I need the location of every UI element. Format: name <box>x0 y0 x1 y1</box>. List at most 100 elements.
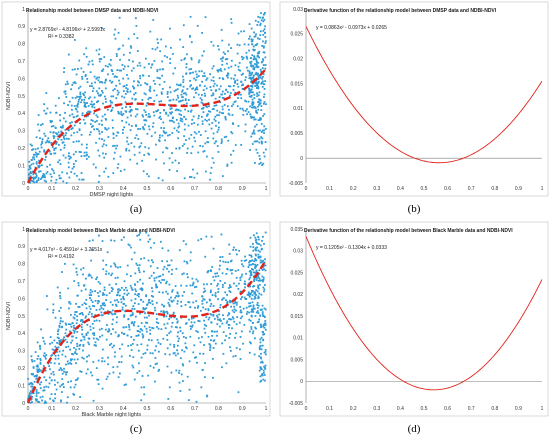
scatter-point-a-1066 <box>73 39 76 41</box>
scatter-point-a-1340 <box>188 137 191 140</box>
scatter-point-a-743 <box>83 94 85 96</box>
x-tick-label-a-9: 0.9 <box>239 186 246 192</box>
scatter-point-c-859 <box>203 283 205 286</box>
scatter-point-a-521 <box>261 164 263 166</box>
scatter-point-c-1066 <box>97 281 100 283</box>
scatter-point-a-1280 <box>116 76 118 78</box>
scatter-point-a-1242 <box>203 92 206 95</box>
scatter-point-a-1486 <box>262 82 265 85</box>
scatter-point-c-777 <box>256 307 259 309</box>
y-tick-label-a-8: 0.8 <box>18 42 25 48</box>
scatter-point-a-977 <box>180 93 183 96</box>
x-tick-label-b-1: 0.1 <box>326 186 333 192</box>
scatter-point-a-1102 <box>153 114 156 117</box>
scatter-point-a-189 <box>158 116 161 119</box>
scatter-point-c-229 <box>102 304 104 306</box>
scatter-point-c-1427 <box>113 299 116 302</box>
scatter-point-c-810 <box>164 353 167 356</box>
scatter-point-c-937 <box>90 294 93 296</box>
scatter-point-c-417 <box>98 319 101 322</box>
scatter-point-c-1232 <box>255 311 258 314</box>
scatter-point-a-569 <box>125 106 127 108</box>
scatter-point-a-806 <box>122 53 125 56</box>
scatter-point-c-605 <box>163 312 166 314</box>
scatter-point-c-914 <box>254 292 257 295</box>
scatter-point-a-1162 <box>56 135 59 138</box>
scatter-point-a-220 <box>263 125 266 128</box>
scatter-point-c-569 <box>64 322 67 325</box>
scatter-point-a-1419 <box>178 162 180 164</box>
scatter-point-a-407 <box>253 35 256 38</box>
scatter-point-a-458 <box>101 91 104 94</box>
scatter-point-c-1290 <box>178 337 180 340</box>
scatter-point-c-629 <box>255 327 257 330</box>
scatter-point-a-986 <box>29 166 31 168</box>
scatter-point-a-845 <box>198 130 200 133</box>
scatter-point-a-1122 <box>217 70 220 73</box>
scatter-point-a-603 <box>262 73 265 76</box>
scatter-point-c-166 <box>101 334 104 337</box>
scatter-point-a-560 <box>113 144 116 147</box>
scatter-point-a-444 <box>249 62 252 65</box>
scatter-point-c-971 <box>254 236 257 239</box>
scatter-point-a-1384 <box>68 152 70 155</box>
scatter-point-a-1309 <box>236 83 239 85</box>
scatter-point-c-1006 <box>52 373 55 376</box>
scatter-point-a-611 <box>253 48 256 51</box>
scatter-point-a-492 <box>85 55 88 58</box>
scatter-point-a-751 <box>133 86 135 89</box>
scatter-point-a-991 <box>74 160 77 162</box>
scatter-point-c-1299 <box>173 316 176 319</box>
scatter-point-a-1112 <box>86 102 88 104</box>
caption-b: (b) <box>408 203 421 215</box>
scatter-point-a-917 <box>241 107 244 110</box>
scatter-point-a-919 <box>94 120 97 123</box>
scatter-point-c-801 <box>85 307 88 310</box>
scatter-point-c-705 <box>35 389 38 391</box>
scatter-point-c-844 <box>67 287 70 290</box>
scatter-point-c-1051 <box>250 263 252 266</box>
scatter-point-a-313 <box>251 104 254 106</box>
scatter-point-c-936 <box>203 344 205 346</box>
scatter-point-c-1320 <box>170 259 173 262</box>
scatter-point-a-913 <box>187 124 190 127</box>
scatter-point-c-1093 <box>56 286 59 289</box>
x-tick-label-d-7: 0.7 <box>468 406 475 412</box>
scatter-point-c-930 <box>231 269 234 271</box>
y-tick-label-a-10: 1 <box>22 7 25 13</box>
scatter-point-c-1487 <box>30 395 32 398</box>
scatter-point-c-159 <box>60 391 63 393</box>
scatter-point-a-1310 <box>248 74 251 77</box>
y-tick-label-c-7: 0.7 <box>18 279 25 285</box>
scatter-point-a-55 <box>93 112 95 115</box>
scatter-point-a-443 <box>85 106 87 108</box>
scatter-point-c-1426 <box>138 271 141 274</box>
scatter-point-a-682 <box>227 85 230 88</box>
scatter-point-a-933 <box>148 153 151 156</box>
scatter-point-a-1396 <box>258 155 261 157</box>
scatter-point-c-73 <box>160 310 163 313</box>
scatter-point-a-909 <box>257 108 260 111</box>
scatter-point-c-274 <box>148 277 151 279</box>
scatter-point-c-715 <box>59 306 62 309</box>
scatter-point-a-601 <box>97 79 100 82</box>
scatter-point-a-1481 <box>111 101 114 104</box>
scatter-point-c-288 <box>217 288 220 290</box>
scatter-point-a-1311 <box>60 130 63 133</box>
scatter-point-a-1103 <box>203 85 206 88</box>
scatter-point-a-542 <box>204 75 206 77</box>
x-tick-label-c-9: 0.9 <box>239 406 246 412</box>
scatter-point-c-331 <box>62 349 65 352</box>
scatter-point-a-910 <box>110 101 112 104</box>
scatter-point-a-959 <box>149 96 152 99</box>
scatter-point-a-517 <box>263 51 266 54</box>
scatter-point-a-1362 <box>57 138 60 141</box>
scatter-point-c-461 <box>179 330 182 332</box>
scatter-point-a-972 <box>255 71 258 74</box>
scatter-point-a-1416 <box>172 121 175 124</box>
scatter-point-c-277 <box>166 260 168 263</box>
scatter-point-c-710 <box>72 335 74 338</box>
scatter-point-a-550 <box>254 19 257 22</box>
scatter-point-c-164 <box>111 346 114 349</box>
scatter-point-c-838 <box>98 300 100 303</box>
